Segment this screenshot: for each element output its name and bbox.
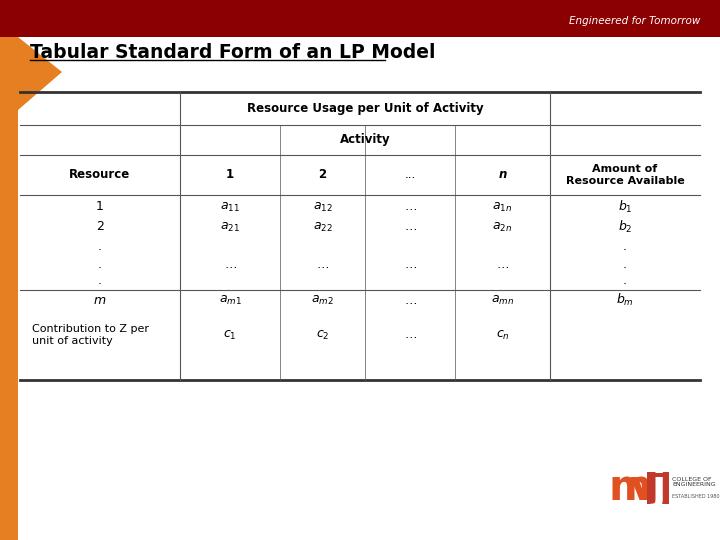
Text: $a_{mn}$: $a_{mn}$ <box>491 293 514 307</box>
Text: COLLEGE OF
ENGINEERING: COLLEGE OF ENGINEERING <box>672 477 716 488</box>
Text: $\ldots$: $\ldots$ <box>496 258 509 271</box>
Text: $c_1$: $c_1$ <box>223 328 237 342</box>
Text: j: j <box>651 467 665 509</box>
Text: m: m <box>608 467 652 509</box>
Text: $m$: $m$ <box>94 294 107 307</box>
Text: $a_{11}$: $a_{11}$ <box>220 200 240 213</box>
Text: $b_1$: $b_1$ <box>618 199 632 215</box>
Text: 2: 2 <box>96 220 104 233</box>
Text: 2: 2 <box>318 168 327 181</box>
Text: ESTABLISHED 1980: ESTABLISHED 1980 <box>672 494 719 498</box>
Polygon shape <box>18 37 62 110</box>
Text: .: . <box>623 240 627 253</box>
Text: $\ldots$: $\ldots$ <box>316 258 329 271</box>
Text: Resource Usage per Unit of Activity: Resource Usage per Unit of Activity <box>247 102 483 115</box>
Text: ...: ... <box>405 168 415 181</box>
Text: n: n <box>498 168 507 181</box>
Text: $\ldots$: $\ldots$ <box>223 258 236 271</box>
Text: .: . <box>98 273 102 287</box>
Text: $c_n$: $c_n$ <box>495 328 510 342</box>
Text: $b_m$: $b_m$ <box>616 292 634 308</box>
Text: Tabular Standard Form of an LP Model: Tabular Standard Form of an LP Model <box>30 43 436 62</box>
Text: $a_{1n}$: $a_{1n}$ <box>492 200 513 213</box>
Text: 1: 1 <box>96 200 104 213</box>
Text: $a_{m2}$: $a_{m2}$ <box>311 293 334 307</box>
Bar <box>0 0 720 37</box>
Text: $a_{2n}$: $a_{2n}$ <box>492 220 513 233</box>
Text: .: . <box>623 273 627 287</box>
Text: .: . <box>98 240 102 253</box>
Text: Engineered for Tomorrow: Engineered for Tomorrow <box>569 16 700 26</box>
Text: 1: 1 <box>226 168 234 181</box>
Text: $a_{22}$: $a_{22}$ <box>312 220 333 233</box>
Polygon shape <box>0 0 68 37</box>
Text: $c_2$: $c_2$ <box>316 328 329 342</box>
Text: v: v <box>629 467 656 509</box>
Text: .: . <box>98 258 102 271</box>
Text: $a_{21}$: $a_{21}$ <box>220 220 240 233</box>
Text: $\ldots$: $\ldots$ <box>403 200 416 213</box>
Text: $a_{12}$: $a_{12}$ <box>312 200 333 213</box>
Text: $\ldots$: $\ldots$ <box>403 258 416 271</box>
Text: Contribution to Z per
unit of activity: Contribution to Z per unit of activity <box>32 324 148 346</box>
Text: .: . <box>623 258 627 271</box>
Text: Amount of
Resource Available: Amount of Resource Available <box>566 164 685 186</box>
Text: $\ldots$: $\ldots$ <box>403 294 416 307</box>
Text: $\ldots$: $\ldots$ <box>403 220 416 233</box>
Text: $a_{m1}$: $a_{m1}$ <box>219 293 241 307</box>
Text: $\ldots$: $\ldots$ <box>403 328 416 341</box>
Bar <box>647 472 669 504</box>
Text: Resource: Resource <box>69 168 130 181</box>
Bar <box>0 37 18 540</box>
Text: $b_2$: $b_2$ <box>618 219 632 235</box>
Text: Activity: Activity <box>340 133 390 146</box>
